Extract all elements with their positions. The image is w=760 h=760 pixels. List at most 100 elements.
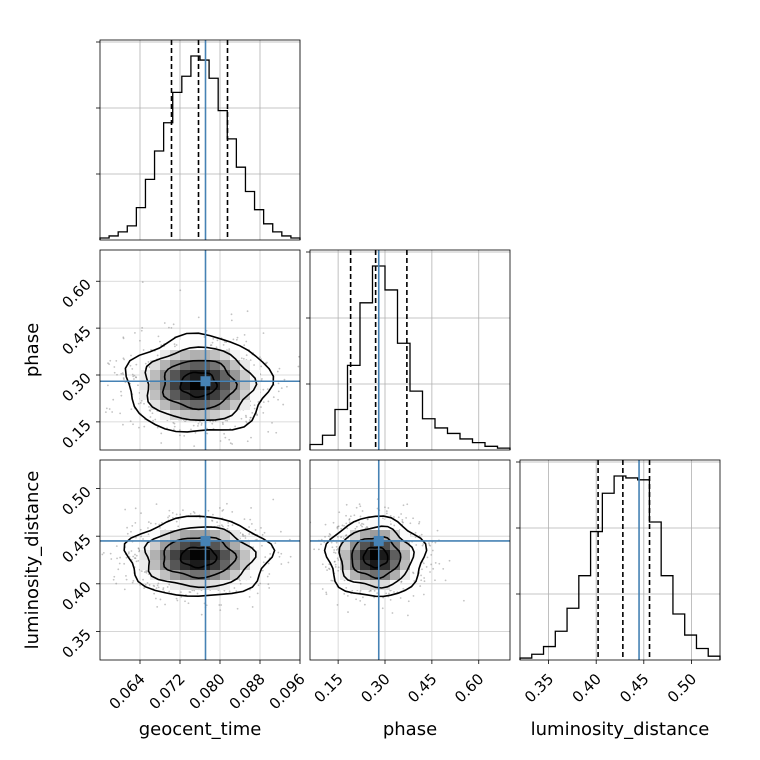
sample-point [368,590,371,593]
sample-point [438,562,441,565]
density-cell [230,410,240,420]
density-cell [390,570,400,580]
sample-point [196,592,199,595]
sample-point [259,582,262,585]
density-cell [180,530,190,540]
density-cell [160,570,170,580]
sample-point [190,428,192,431]
sample-point [153,592,156,595]
sample-point [332,579,334,582]
density-cell [160,560,170,570]
density-cell [380,530,390,540]
density-cell [170,540,180,550]
sample-point [184,600,186,603]
sample-point [268,573,271,575]
sample-point [129,364,132,367]
density-cell [210,560,220,570]
sample-point [272,498,275,501]
sample-point [223,340,226,343]
sample-point [159,526,161,529]
sample-point [249,518,252,521]
sample-point [373,589,376,592]
sample-point [429,571,431,573]
sample-point [217,525,219,527]
sample-point [244,414,247,417]
sample-point [280,387,283,390]
sample-point [321,563,324,566]
sample-point [142,538,144,540]
sample-point [148,365,151,368]
panel-background [520,460,720,660]
sample-point [391,612,394,614]
sample-point [272,396,275,399]
sample-point [266,388,269,390]
sample-point [146,581,149,584]
density-cell [220,530,230,540]
sample-point [333,551,335,554]
y-tick-label-luminosity_distance: 0.35 [58,626,94,662]
sample-point [122,373,125,376]
sample-point [212,420,215,423]
density-cell [180,380,190,390]
sample-point [366,518,369,521]
density-cell [220,400,230,410]
sample-point [393,516,395,518]
sample-point [134,507,137,510]
sample-point [254,529,257,531]
contour-line [123,515,276,598]
sample-point [234,425,237,428]
sample-point [346,527,349,530]
sample-point [123,378,125,381]
sample-point [345,534,348,536]
sample-point [343,524,345,527]
sample-point [359,599,362,602]
sample-point [133,374,136,377]
sample-point [221,510,224,512]
sample-point [211,422,214,425]
density-cell [190,570,200,580]
density-cell [230,360,240,370]
y-tick-label-phase: 0.30 [58,369,94,405]
panel-background [100,40,300,240]
sample-point [266,575,269,578]
sample-point [274,542,277,545]
sample-point [313,548,316,551]
sample-point [242,535,245,537]
sample-point [337,525,339,528]
sample-point [175,513,178,516]
sample-point [369,589,372,592]
sample-point [163,322,166,324]
sample-point [345,514,347,517]
sample-point [288,538,291,541]
sample-point [106,384,109,387]
sample-point [275,431,278,434]
sample-point [420,533,423,536]
density-cell [150,380,160,390]
sample-point [200,613,203,616]
contour-line [161,359,238,411]
sample-point [434,579,436,582]
density-cell [150,540,160,550]
density-cell [190,580,200,590]
sample-point [361,510,364,512]
sample-point [337,525,340,528]
sample-point [156,605,159,608]
density-cell [390,530,400,540]
density-cell [190,530,200,540]
sample-point [52,395,54,397]
density-cell [180,550,190,560]
sample-point [422,562,425,565]
sample-point [118,562,121,565]
sample-point [135,554,138,557]
density-cell [380,580,390,590]
density-cell [140,390,150,400]
sample-point [184,420,186,423]
sample-point [197,422,200,425]
sample-point [131,524,134,527]
sample-point [442,567,445,570]
density-cell [190,380,200,390]
density-cell [170,570,180,580]
x-tick-label-geocent_time: 0.096 [266,670,309,713]
x-tick-label-luminosity_distance: 0.35 [521,670,557,706]
sample-point [337,559,340,561]
